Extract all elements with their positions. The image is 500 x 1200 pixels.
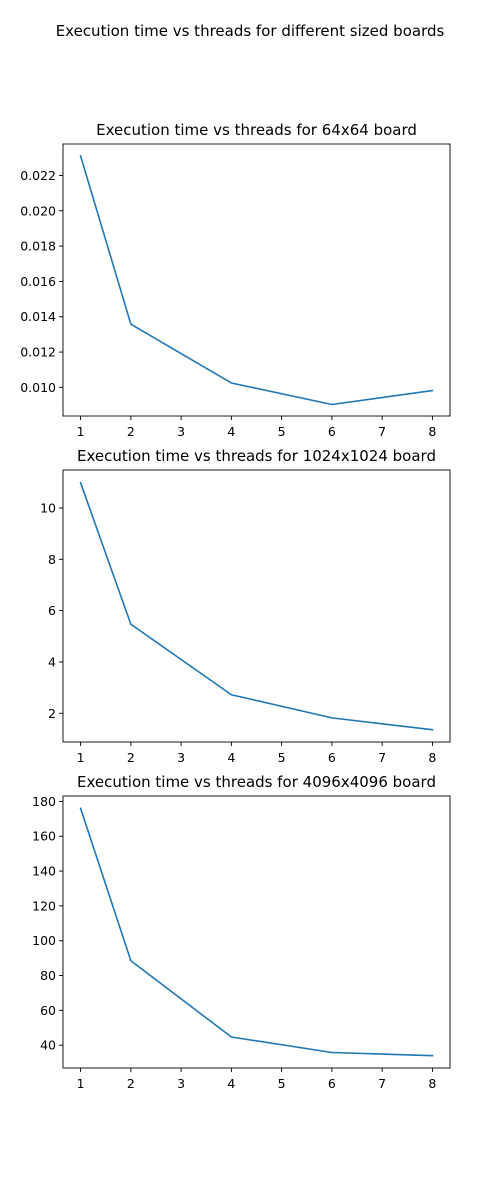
y-tick-label: 10: [40, 500, 56, 515]
y-tick-label: 0.012: [20, 345, 56, 360]
y-tick-label: 8: [48, 552, 56, 567]
x-tick-label: 4: [227, 750, 235, 765]
x-tick-label: 1: [77, 424, 85, 439]
chart-title: Execution time vs threads for 1024x1024 …: [77, 447, 436, 465]
series-line: [79, 155, 434, 406]
series-line: [79, 807, 434, 1057]
x-tick-label: 8: [428, 1076, 436, 1091]
figure-suptitle: Execution time vs threads for different …: [56, 22, 445, 40]
y-tick-label: 0.018: [20, 239, 56, 254]
y-tick-label: 0.022: [20, 168, 56, 183]
y-tick-label: 4: [48, 654, 56, 669]
x-tick-label: 5: [278, 1076, 286, 1091]
y-tick-label: 120: [32, 898, 56, 913]
x-tick-label: 7: [378, 424, 386, 439]
y-tick-label: 40: [40, 1038, 56, 1053]
axes-frame: [62, 143, 451, 417]
x-tick-label: 4: [227, 424, 235, 439]
chart-panel-2: Execution time vs threads for 1024x1024 …: [40, 447, 451, 765]
y-tick-label: 0.014: [20, 309, 56, 324]
y-tick-label: 2: [48, 706, 56, 721]
x-tick-label: 5: [278, 750, 286, 765]
x-tick-label: 8: [428, 424, 436, 439]
x-tick-label: 2: [127, 1076, 135, 1091]
y-tick-label: 160: [32, 829, 56, 844]
y-tick-label: 140: [32, 864, 56, 879]
y-tick-label: 180: [32, 794, 56, 809]
x-tick-label: 7: [378, 1076, 386, 1091]
y-tick-label: 60: [40, 1003, 56, 1018]
x-tick-label: 8: [428, 750, 436, 765]
axes-frame: [62, 795, 451, 1069]
x-tick-label: 6: [328, 1076, 336, 1091]
y-tick-label: 80: [40, 968, 56, 983]
y-tick-label: 6: [48, 603, 56, 618]
x-tick-label: 1: [77, 1076, 85, 1091]
axes-frame: [62, 469, 451, 743]
y-tick-label: 0.016: [20, 274, 56, 289]
x-tick-label: 3: [177, 1076, 185, 1091]
y-tick-label: 0.010: [20, 380, 56, 395]
chart-panel-1: Execution time vs threads for 64x64 boar…: [20, 121, 451, 439]
x-tick-label: 6: [328, 750, 336, 765]
chart-panel-3: Execution time vs threads for 4096x4096 …: [32, 773, 451, 1091]
x-tick-label: 2: [127, 424, 135, 439]
x-tick-label: 3: [177, 750, 185, 765]
chart-title: Execution time vs threads for 4096x4096 …: [77, 773, 436, 791]
x-tick-label: 3: [177, 424, 185, 439]
x-tick-label: 7: [378, 750, 386, 765]
y-tick-label: 0.020: [20, 203, 56, 218]
x-tick-label: 4: [227, 1076, 235, 1091]
chart-title: Execution time vs threads for 64x64 boar…: [96, 121, 417, 139]
x-tick-label: 5: [278, 424, 286, 439]
x-tick-label: 2: [127, 750, 135, 765]
series-line: [79, 481, 434, 731]
y-tick-label: 100: [32, 933, 56, 948]
x-tick-label: 6: [328, 424, 336, 439]
x-tick-label: 1: [77, 750, 85, 765]
